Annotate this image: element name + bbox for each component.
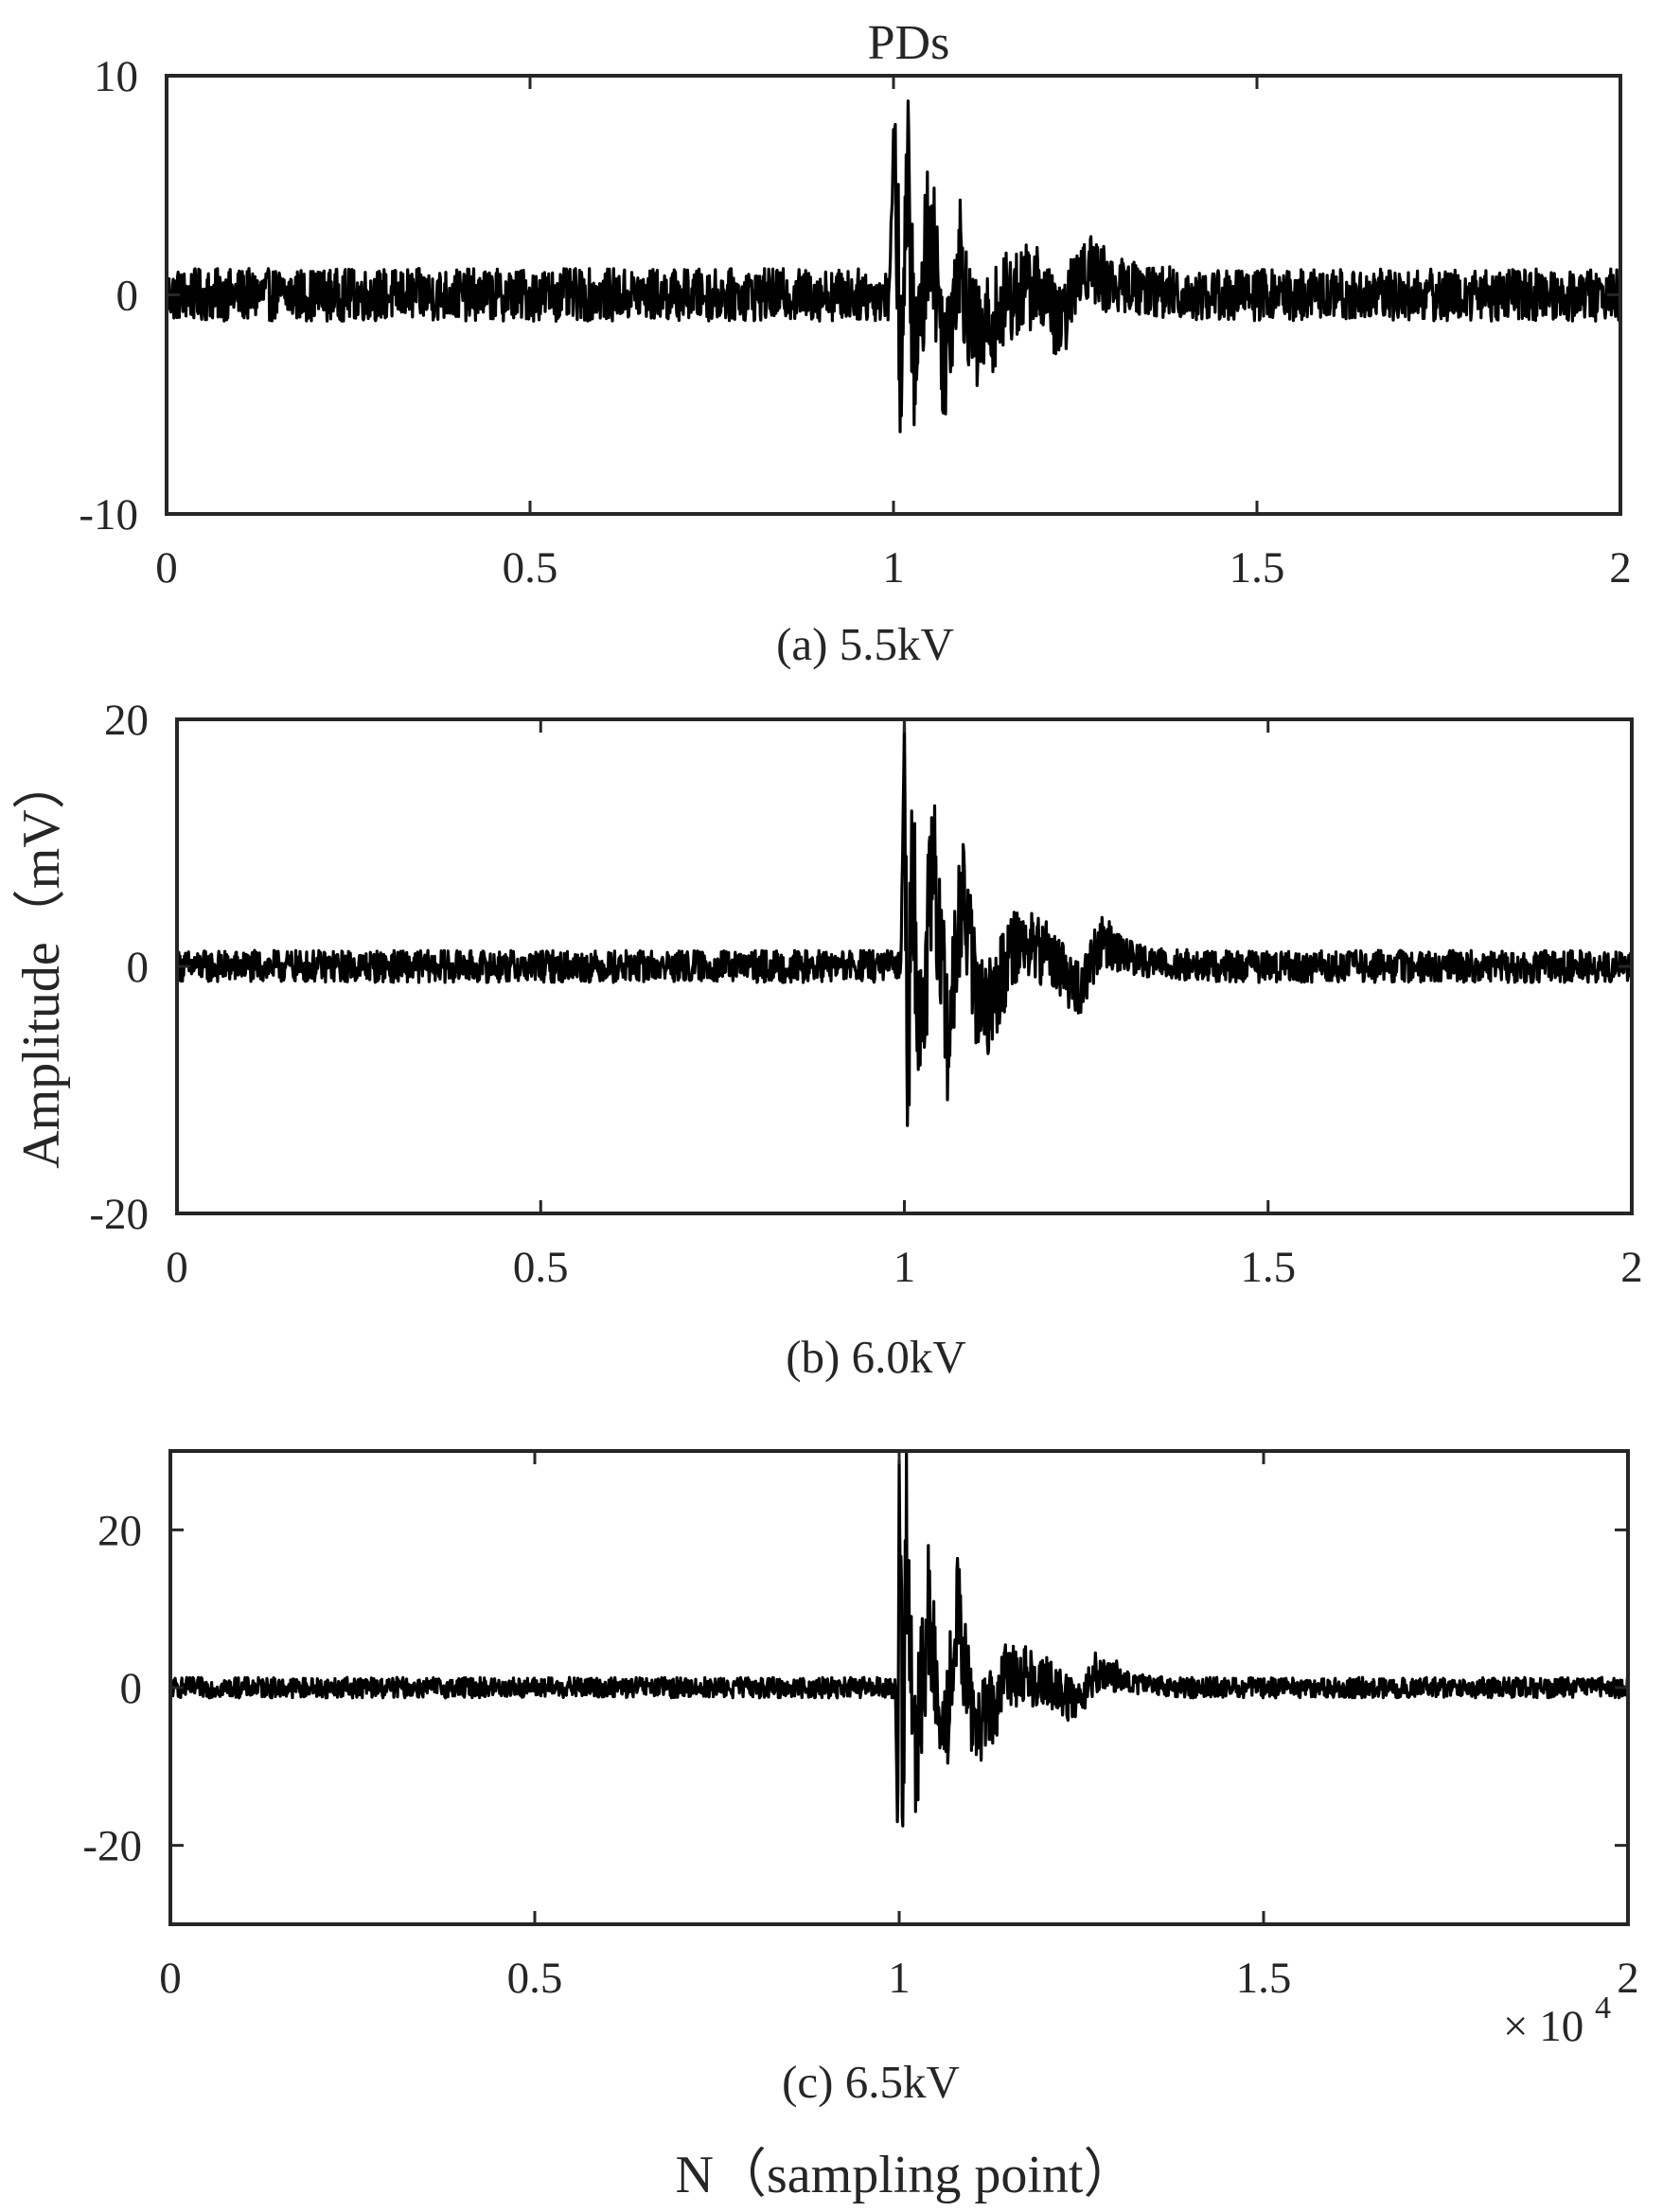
x-tick-label: 2 — [1620, 1243, 1643, 1292]
signal-trace — [165, 99, 1622, 434]
x-tick-label: 0.5 — [513, 1243, 569, 1292]
x-exponent-label: × 10 4 — [1503, 1991, 1611, 2051]
y-axis-label: Amplitude（mV） — [12, 756, 71, 1169]
y-tick-label: 20 — [104, 696, 149, 745]
x-tick-label: 0.5 — [503, 543, 558, 593]
x-exponent-power: 4 — [1595, 1991, 1611, 2026]
panel-caption: (b) 6.0kV — [786, 1331, 966, 1383]
y-tick-label: 0 — [120, 1664, 143, 1713]
x-tick-label: 0 — [155, 543, 178, 593]
x-exponent-base: × 10 — [1503, 2002, 1583, 2051]
y-tick-label: 20 — [97, 1506, 142, 1555]
panel-c: 0 0.5 1 1.5 2 20 0 -20 (c) 6.5kV — [82, 1449, 1639, 2108]
y-tick-label: -20 — [89, 1190, 149, 1239]
x-tick-label: 1 — [882, 543, 905, 593]
y-tick-label: -10 — [79, 490, 138, 540]
signal-trace — [175, 717, 1634, 1127]
x-axis-label: N（sampling point） — [676, 2146, 1137, 2204]
figure-title: PDs — [868, 16, 950, 70]
panel-caption: (a) 5.5kV — [776, 618, 954, 670]
x-tick-label: 1 — [888, 1954, 911, 2003]
x-tick-label: 1.5 — [1236, 1954, 1292, 2003]
x-tick-label: 1 — [893, 1243, 916, 1292]
y-tick-label: -20 — [82, 1822, 142, 1871]
panel-a: 0 0.5 1 1.5 2 10 0 -10 (a) 5.5kV — [79, 52, 1631, 670]
x-tick-label: 0 — [166, 1243, 188, 1292]
x-tick-label: 2 — [1617, 1954, 1639, 2003]
signal-trace — [169, 1449, 1630, 1828]
x-tick-label: 2 — [1609, 543, 1632, 593]
y-tick-label: 0 — [116, 272, 139, 321]
panel-caption: (c) 6.5kV — [782, 2056, 960, 2108]
panel-b: 0 0.5 1 1.5 2 20 0 -20 (b) 6.0kV — [89, 696, 1642, 1383]
x-tick-label: 0.5 — [507, 1954, 563, 2003]
x-tick-label: 1.5 — [1240, 1243, 1296, 1292]
y-tick-label: 0 — [127, 943, 150, 992]
y-tick-label: 10 — [94, 52, 138, 101]
x-tick-label: 0 — [159, 1954, 182, 2003]
x-tick-label: 1.5 — [1230, 543, 1285, 593]
